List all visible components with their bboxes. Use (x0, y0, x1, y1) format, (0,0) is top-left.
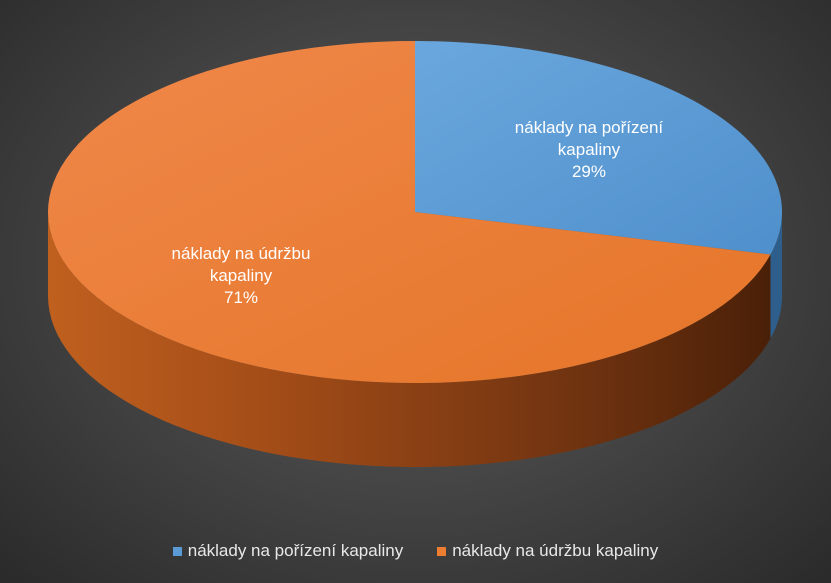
pie-side-purchase (770, 212, 782, 339)
data-label-purchase: náklady na pořízení kapaliny 29% (515, 118, 664, 181)
legend-swatch-purchase (172, 546, 182, 556)
data-label-purchase-line-1: náklady na pořízení (515, 118, 664, 137)
legend-item-purchase: náklady na pořízení kapaliny (172, 541, 404, 561)
pie-tops (47, 41, 782, 383)
pie-side-maintenance (48, 212, 771, 467)
pie-slice-purchase (415, 41, 782, 255)
data-label-maintenance: náklady na údržbu kapaliny 71% (172, 244, 311, 307)
legend-item-maintenance: náklady na údržbu kapaliny (437, 541, 658, 561)
pie-slice-maintenance (47, 41, 771, 383)
data-label-purchase-line-2: kapaliny (558, 140, 621, 159)
legend-swatch-maintenance (437, 546, 447, 556)
legend-label-purchase: náklady na pořízení kapaliny (187, 541, 404, 560)
data-label-maintenance-line-3: 71% (224, 288, 258, 307)
data-label-purchase-line-3: 29% (572, 162, 606, 181)
legend-label-maintenance: náklady na údržbu kapaliny (452, 541, 659, 560)
legend: náklady na pořízení kapaliny náklady na … (0, 541, 831, 561)
pie-labels: náklady na pořízení kapaliny 29%náklady na… (172, 118, 664, 307)
data-label-maintenance-line-1: náklady na údržbu (172, 244, 311, 263)
pie-sides (48, 212, 782, 467)
data-label-maintenance-line-2: kapaliny (210, 266, 273, 285)
